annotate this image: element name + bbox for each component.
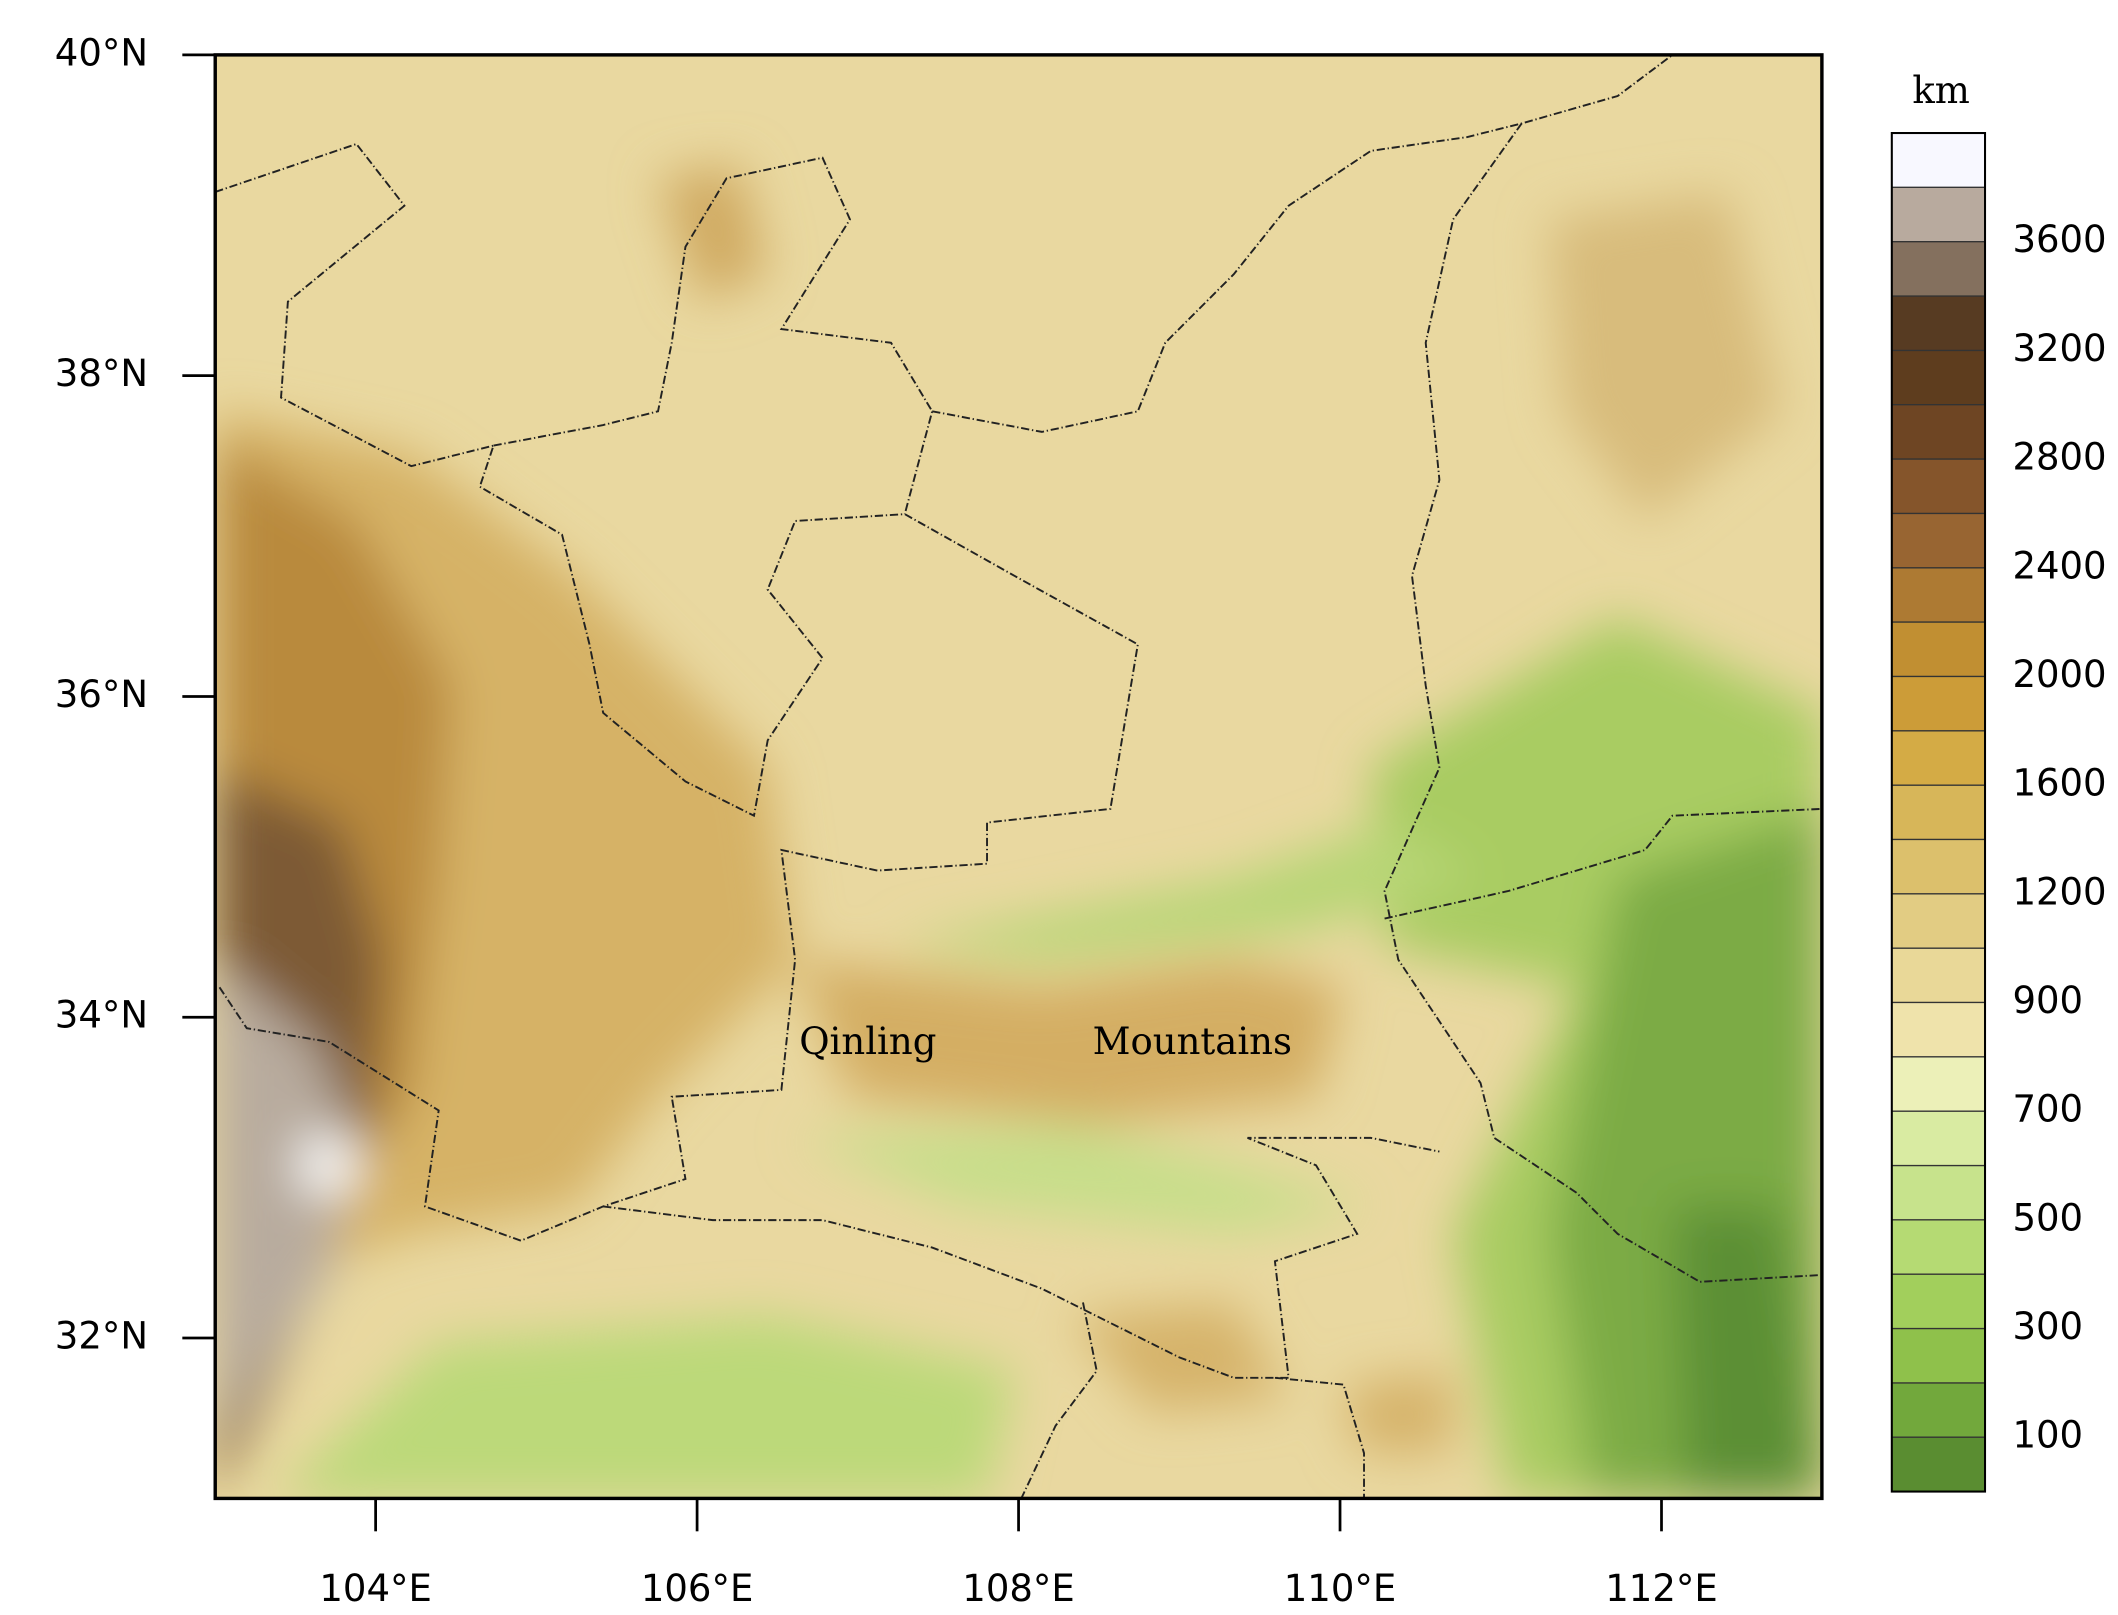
colorbar-swatch	[1891, 730, 1986, 786]
colorbar-label: 100	[2012, 1414, 2083, 1457]
colorbar-label: 1200	[2012, 870, 2106, 913]
annotation: Qinling	[799, 1020, 936, 1063]
colorbar-swatch	[1891, 1382, 1986, 1438]
colorbar-label: 1600	[2012, 762, 2106, 805]
colorbar-swatch	[1891, 893, 1986, 949]
colorbar-label: 2000	[2012, 653, 2106, 696]
colorbar-swatch	[1891, 1274, 1986, 1330]
colorbar-swatch	[1891, 1219, 1986, 1275]
colorbar-unit: km	[1912, 69, 1970, 112]
colorbar-swatch	[1891, 567, 1986, 623]
colorbar-label: 500	[2012, 1196, 2083, 1239]
lon-label: 110°E	[1284, 1567, 1397, 1610]
colorbar-label: 2800	[2012, 436, 2106, 479]
lon-label: 112°E	[1605, 1567, 1718, 1610]
colorbar-swatch	[1891, 187, 1986, 243]
colorbar-swatch	[1891, 785, 1986, 841]
colorbar-label: 900	[2012, 979, 2083, 1022]
annotation: Mountains	[1093, 1020, 1292, 1063]
colorbar-swatch	[1891, 513, 1986, 569]
colorbar-swatch	[1891, 676, 1986, 732]
lat-label: 32°N	[55, 1315, 148, 1358]
colorbar-swatch	[1891, 1165, 1986, 1221]
lat-label: 38°N	[55, 352, 148, 395]
colorbar-label: 2400	[2012, 544, 2106, 587]
colorbar-swatch	[1891, 1002, 1986, 1058]
colorbar-label: 3600	[2012, 218, 2106, 261]
colorbar-swatch	[1891, 1328, 1986, 1384]
lat-label: 34°N	[55, 994, 148, 1037]
colorbar-swatch	[1891, 1437, 1986, 1493]
colorbar-swatch	[1891, 350, 1986, 406]
colorbar-frame	[1890, 132, 1987, 1493]
lon-label: 108°E	[962, 1567, 1075, 1610]
colorbar-swatch	[1891, 296, 1986, 352]
colorbar-swatch	[1891, 241, 1986, 297]
colorbar-swatch	[1891, 1056, 1986, 1112]
colorbar-swatch	[1891, 133, 1986, 189]
colorbar-swatch	[1891, 839, 1986, 895]
colorbar-label: 700	[2012, 1088, 2083, 1131]
lat-label: 40°N	[55, 31, 148, 74]
colorbar-label: 300	[2012, 1305, 2083, 1348]
colorbar-label: 3200	[2012, 327, 2106, 370]
colorbar-swatch	[1891, 948, 1986, 1004]
colorbar-swatch	[1891, 404, 1986, 460]
terrain	[215, 54, 1822, 1499]
lon-label: 106°E	[641, 1567, 754, 1610]
colorbar-swatch	[1891, 1111, 1986, 1167]
colorbar-swatch	[1891, 622, 1986, 678]
lat-label: 36°N	[55, 673, 148, 716]
colorbar-swatch	[1891, 459, 1986, 515]
lon-label: 104°E	[319, 1567, 432, 1610]
